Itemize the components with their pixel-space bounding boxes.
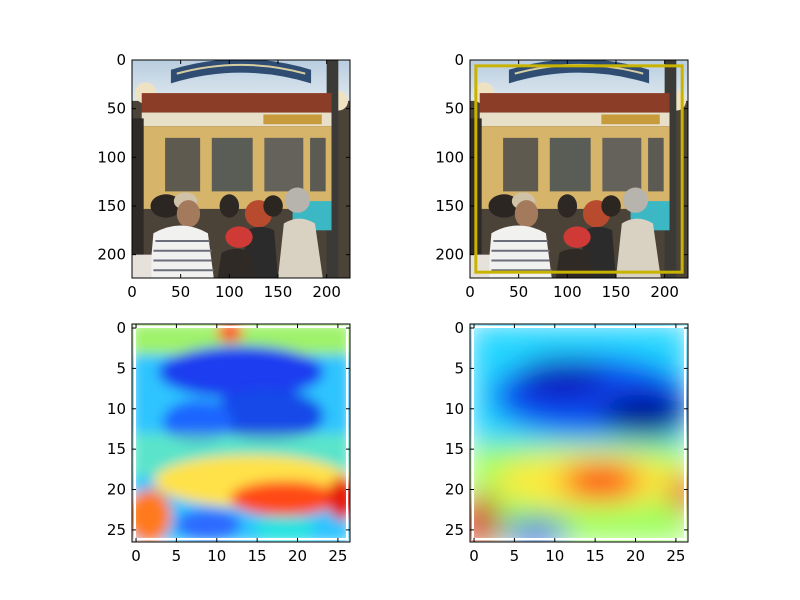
y-tick-label: 20 <box>445 481 464 499</box>
y-tick-label: 10 <box>445 400 464 418</box>
x-tick-label: 100 <box>215 283 244 301</box>
panel-heatmap-smooth: 0 5 10 15 20 25 0 5 10 15 20 25 <box>445 319 689 565</box>
photo-original-image <box>132 60 350 278</box>
axes-frame <box>131 323 351 543</box>
panel-photo-with-box: 0 50 100 150 200 0 50 100 150 200 <box>435 51 689 301</box>
y-tick-label: 50 <box>107 100 126 118</box>
x-tick-label: 100 <box>553 283 582 301</box>
y-tick-label: 0 <box>116 51 126 69</box>
y-tick-label: 150 <box>97 197 126 215</box>
x-tick-label: 20 <box>626 547 645 565</box>
photo-with-box-image <box>470 60 688 278</box>
y-tick-label: 200 <box>435 246 464 264</box>
panel-heatmap-raw: 0 5 10 15 20 25 0 5 10 15 20 25 <box>107 319 351 565</box>
x-tick-label: 5 <box>172 547 182 565</box>
x-tick-label: 5 <box>510 547 520 565</box>
x-tick-label: 150 <box>264 283 293 301</box>
axes-frame <box>469 59 689 279</box>
y-tick-label: 200 <box>97 246 126 264</box>
axes-frame <box>469 323 689 543</box>
y-tick-label: 10 <box>107 400 126 418</box>
x-tick-label: 200 <box>650 283 679 301</box>
y-tick-label: 0 <box>116 319 126 337</box>
heatmap-raw-image <box>132 324 350 542</box>
y-tick-label: 100 <box>435 148 464 166</box>
x-tick-label: 50 <box>509 283 528 301</box>
y-tick-label: 20 <box>107 481 126 499</box>
x-tick-label: 0 <box>131 547 141 565</box>
x-tick-label: 10 <box>545 547 564 565</box>
y-tick-label: 15 <box>445 440 464 458</box>
x-tick-label: 15 <box>586 547 605 565</box>
x-tick-label: 0 <box>127 283 137 301</box>
x-tick-label: 25 <box>328 547 347 565</box>
x-tick-label: 0 <box>465 283 475 301</box>
x-tick-label: 25 <box>666 547 685 565</box>
y-tick-label: 100 <box>97 148 126 166</box>
x-tick-label: 50 <box>171 283 190 301</box>
y-tick-label: 0 <box>454 319 464 337</box>
y-tick-label: 5 <box>454 359 464 377</box>
heatmap-smooth-image <box>470 324 688 542</box>
panel-photo-original: 0 50 100 150 200 0 50 100 150 200 <box>97 51 351 301</box>
x-tick-label: 0 <box>469 547 479 565</box>
y-tick-label: 0 <box>454 51 464 69</box>
y-tick-label: 15 <box>107 440 126 458</box>
x-tick-label: 150 <box>602 283 631 301</box>
x-tick-label: 20 <box>288 547 307 565</box>
x-tick-label: 200 <box>312 283 341 301</box>
x-tick-label: 15 <box>248 547 267 565</box>
axes-frame <box>131 59 351 279</box>
highlight-box <box>474 64 684 274</box>
x-tick-label: 10 <box>207 547 226 565</box>
y-tick-label: 5 <box>116 359 126 377</box>
y-tick-label: 25 <box>107 521 126 539</box>
y-tick-label: 150 <box>435 197 464 215</box>
y-tick-label: 50 <box>445 100 464 118</box>
y-tick-label: 25 <box>445 521 464 539</box>
